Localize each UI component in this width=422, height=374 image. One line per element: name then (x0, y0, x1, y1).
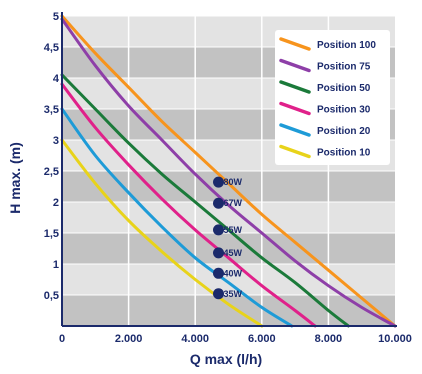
legend-label: Position 10 (317, 148, 371, 159)
power-marker-dot (213, 288, 225, 300)
power-marker-label: 40W (224, 268, 243, 278)
legend: Position 100 Position 75 Position 50 Positi… (275, 30, 390, 165)
y-tick-label: 2,5 (44, 166, 59, 178)
curve-series-4 (60, 107, 294, 328)
curve-series-5 (60, 138, 264, 328)
x-tick-label: 0 (59, 333, 65, 345)
y-tick-label: 2 (53, 197, 59, 209)
legend-label: Position 30 (317, 105, 371, 116)
legend-swatch (279, 80, 311, 94)
power-marker-label: 67W (224, 198, 243, 208)
legend-swatch (279, 37, 311, 51)
power-marker-label: 45W (224, 248, 243, 258)
band (62, 295, 395, 326)
y-tick-label: 4,5 (44, 42, 59, 54)
power-marker-label: 35W (224, 289, 243, 299)
power-marker-dot (213, 224, 225, 236)
x-tick-label: 2.000 (115, 333, 143, 345)
legend-label: Position 100 (317, 40, 376, 51)
y-tick-label: 0,5 (44, 290, 59, 302)
legend-swatch (279, 58, 311, 73)
y-tick-label: 1 (53, 259, 59, 271)
x-tick-label: 8.000 (315, 333, 343, 345)
y-axis-title: H max. (m) (7, 142, 23, 214)
band (62, 171, 395, 202)
x-tick-label: 6.000 (248, 333, 276, 345)
x-tick-labels: 0 2.000 4.000 6.000 8.000 10.000 (59, 333, 412, 345)
x-axis-title: Q max (l/h) (190, 351, 262, 367)
x-tick-label: 4.000 (181, 333, 209, 345)
power-marker-label: 80W (224, 177, 243, 187)
y-tick-label: 3,5 (44, 104, 59, 116)
curve-series-0 (60, 14, 397, 328)
curves (60, 14, 397, 328)
power-marker-dot (213, 267, 225, 279)
axes (61, 12, 397, 327)
legend-swatch (279, 123, 311, 137)
y-tick-label: 4 (53, 73, 60, 85)
power-marker-label: 55W (224, 225, 243, 235)
power-markers: 80W 67W 55W 45W 40W 35W (213, 176, 243, 300)
power-marker-dot (213, 176, 225, 188)
power-marker-dot (213, 197, 225, 209)
curve-series-1 (60, 17, 397, 328)
x-tick-label: 10.000 (378, 333, 412, 345)
y-tick-label: 1,5 (44, 228, 59, 240)
legend-label: Position 75 (317, 62, 371, 73)
curve-series-3 (60, 82, 317, 328)
y-tick-label: 3 (53, 135, 59, 147)
y-tick-labels: 0,5 1 1,5 2 2,5 3 3,5 4 4,5 5 (44, 11, 60, 302)
legend-label: Position 50 (317, 83, 371, 94)
legend-swatch (279, 101, 311, 116)
legend-swatch (279, 144, 311, 159)
legend-label: Position 20 (317, 126, 371, 137)
legend-box (275, 30, 390, 165)
curve-series-2 (60, 73, 350, 328)
power-marker-dot (213, 247, 225, 259)
y-tick-label: 5 (53, 11, 59, 23)
